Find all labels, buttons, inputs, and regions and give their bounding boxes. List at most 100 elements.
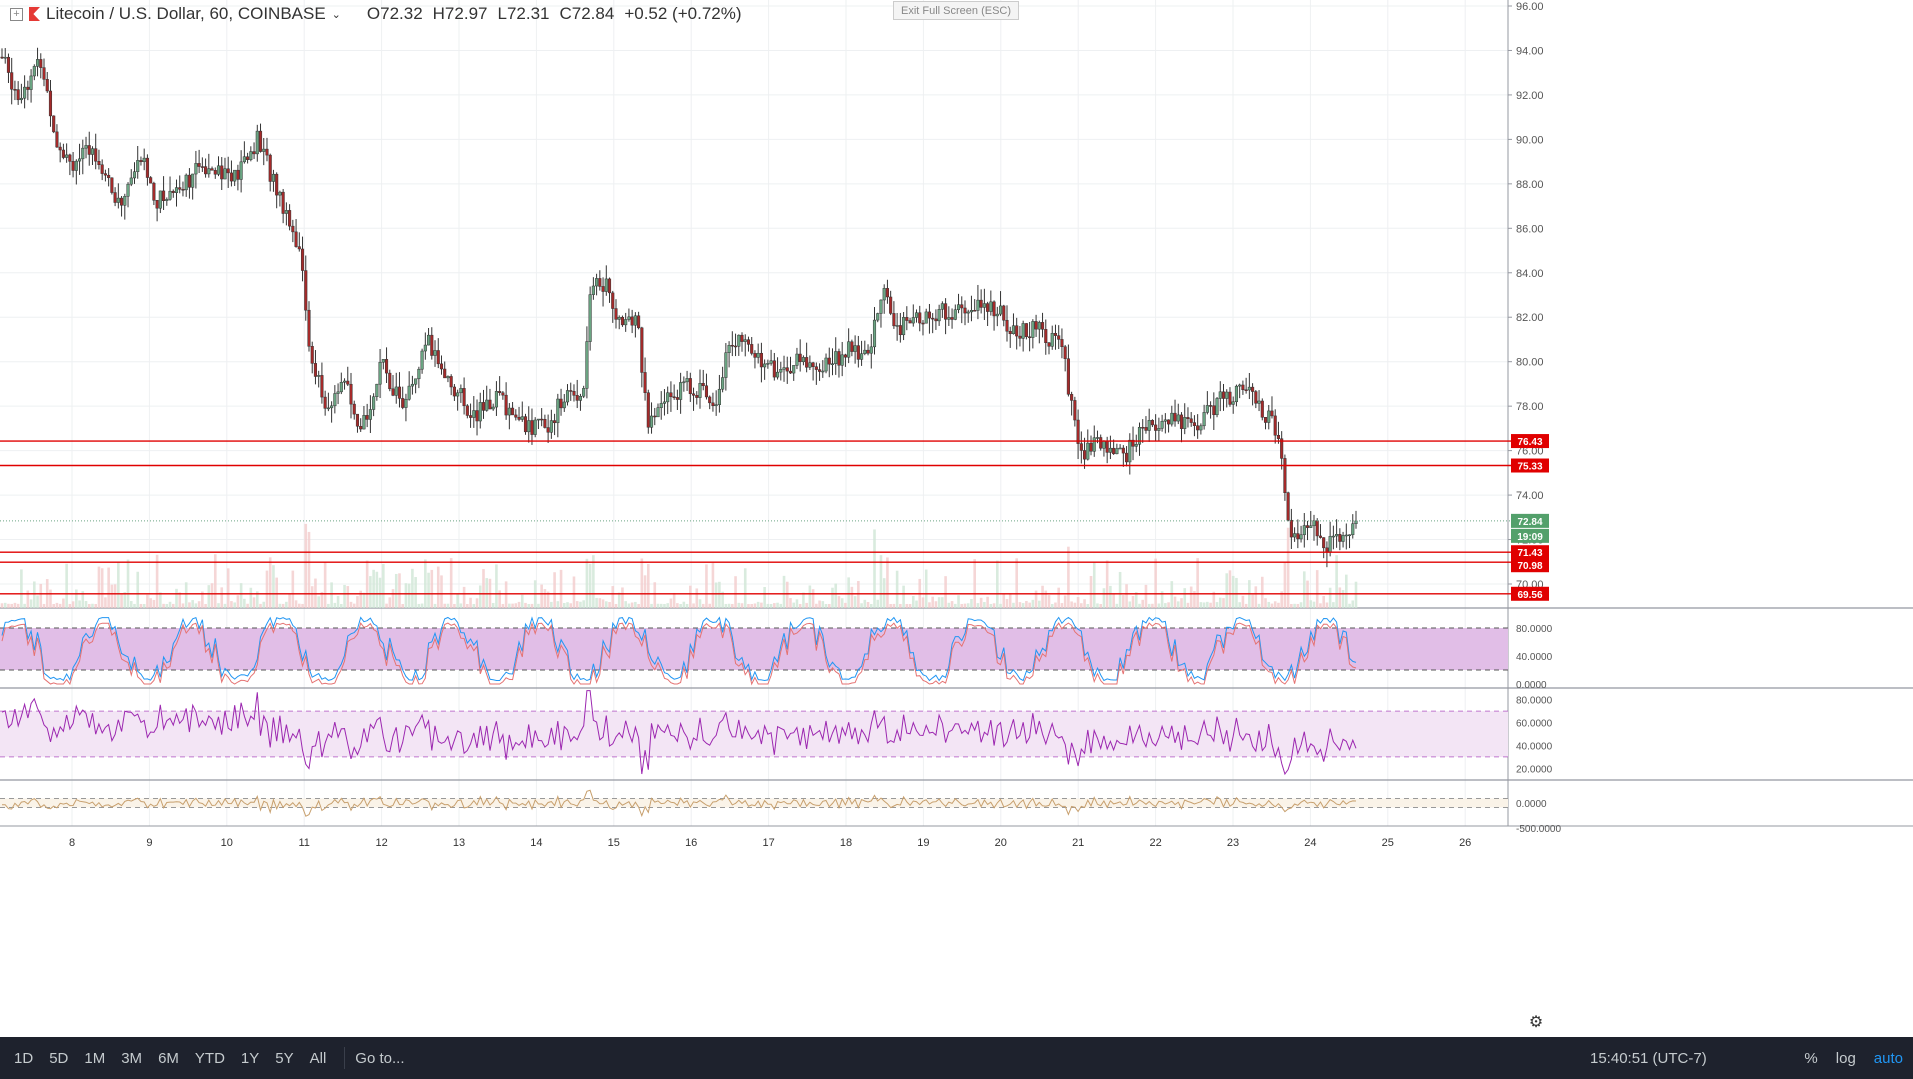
volume-bar [921, 597, 925, 608]
candle-body [1293, 533, 1297, 538]
timeframe-all[interactable]: All [309, 1049, 327, 1067]
symbol-selector[interactable]: + Litecoin / U.S. Dollar, 60, COINBASE ⌄ [10, 4, 341, 24]
candle-body [1102, 440, 1106, 449]
percent-toggle[interactable]: % [1804, 1049, 1818, 1067]
volume-bar [440, 575, 443, 608]
volume-bar [876, 599, 880, 608]
volume-bar [731, 603, 734, 608]
support-resistance-lines [0, 440, 1513, 595]
candle-body [559, 398, 563, 409]
volume-bar [343, 584, 346, 608]
candle-body [39, 59, 43, 68]
x-axis-label: 25 [1382, 837, 1394, 849]
timeframe-1m[interactable]: 1M [84, 1049, 106, 1067]
volume-bar [1118, 571, 1122, 608]
volume-bar [598, 598, 602, 608]
candle-body [1144, 427, 1148, 431]
candle-body [1199, 425, 1203, 431]
auto-toggle[interactable]: auto [1873, 1049, 1903, 1067]
chevron-down-icon[interactable]: ⌄ [331, 8, 341, 21]
volume-bar [963, 603, 967, 608]
volume-bar [1338, 587, 1342, 608]
candle-body [1354, 520, 1358, 525]
stoch-axis-label: 0.0000 [1516, 680, 1547, 691]
candle-body [511, 407, 515, 416]
goto-button[interactable]: Go to... [355, 1049, 405, 1067]
volume-bar [113, 584, 117, 608]
candle-body [992, 301, 996, 317]
candle-body [42, 67, 46, 80]
exit-fullscreen-button[interactable]: Exit Full Screen (ESC) [893, 1, 1019, 20]
volume-bar [333, 602, 337, 608]
volume-bar [970, 598, 973, 608]
candle-body [902, 317, 906, 336]
scale-controls: % log auto [1804, 1050, 1903, 1067]
candle-body [753, 353, 757, 358]
volume-bar [55, 602, 59, 608]
candle-body [504, 394, 508, 416]
candle-body [879, 299, 883, 314]
candle-body [527, 420, 531, 433]
timeframe-1d[interactable]: 1D [14, 1049, 34, 1067]
candle-body [304, 270, 308, 311]
candle-body [372, 396, 376, 410]
candle-body [578, 395, 582, 401]
volume-bar [49, 589, 52, 608]
volume-bar [210, 583, 214, 608]
candle-body [320, 375, 324, 398]
log-toggle[interactable]: log [1835, 1049, 1856, 1067]
candle-body [814, 366, 818, 370]
candle-body [1060, 339, 1064, 347]
volume-bar [175, 588, 178, 608]
volume-bar [75, 589, 78, 608]
volume-bar [1050, 603, 1054, 608]
candle-body [711, 402, 715, 406]
volume-bar [1008, 593, 1012, 608]
candle-body [960, 304, 964, 309]
volume-bar [136, 571, 140, 608]
timeframe-5d[interactable]: 5D [49, 1049, 69, 1067]
chart-area[interactable]: 96.00 94.00 92.00 90.00 88.00 86.00 84.00 82.00… [0, 0, 1913, 1037]
volume-bar [456, 593, 459, 608]
timeframe-5y[interactable]: 5Y [275, 1049, 294, 1067]
volume-bars [0, 523, 1358, 608]
volume-bar [734, 576, 737, 608]
volume-bar [1341, 590, 1345, 608]
candle-body [860, 353, 864, 360]
candle-body [853, 345, 857, 352]
candle-body [1031, 321, 1035, 338]
volume-bar [1231, 575, 1235, 608]
volume-bar [1170, 581, 1174, 608]
volume-bar [246, 603, 249, 608]
volume-bar [656, 603, 660, 608]
x-axis-label: 14 [530, 837, 542, 849]
candle-body [798, 353, 802, 363]
candle-body [620, 316, 624, 326]
x-axis-label: 26 [1459, 837, 1471, 849]
volume-bar [391, 589, 395, 608]
timeframe-3m[interactable]: 3M [121, 1049, 143, 1067]
candle-body [410, 383, 414, 387]
volume-bar [320, 591, 324, 608]
toolbar-divider [344, 1047, 346, 1069]
candle-body [465, 405, 469, 416]
candle-body [546, 427, 550, 433]
expand-icon[interactable]: + [10, 7, 23, 21]
candle-body [204, 166, 208, 175]
timeframe-6m[interactable]: 6M [158, 1049, 179, 1067]
volume-bar [802, 592, 805, 608]
volume-bar [281, 603, 285, 608]
timeframe-ytd[interactable]: YTD [194, 1049, 225, 1067]
timeframe-1y[interactable]: 1Y [240, 1049, 260, 1067]
volume-bar [81, 591, 85, 608]
candle-body [1057, 335, 1061, 340]
candle-body [1147, 420, 1151, 431]
candle-body [714, 404, 718, 406]
candle-body [394, 386, 398, 396]
ohlc-values: O72.32 H72.97 L72.31 C72.84 +0.52 (+0.72… [367, 4, 742, 24]
candle-body [300, 248, 305, 271]
gear-icon[interactable]: ⚙ [1529, 1014, 1543, 1031]
candle-body [672, 396, 676, 399]
volume-bar [1047, 595, 1051, 608]
candle-body [911, 317, 915, 324]
